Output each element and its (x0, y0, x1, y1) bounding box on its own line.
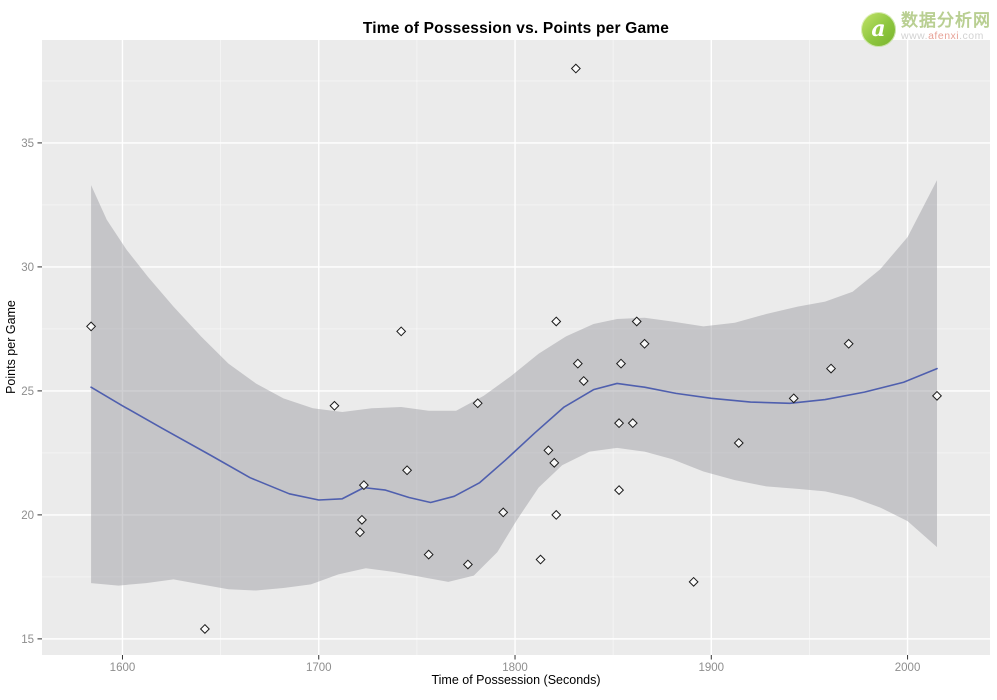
x-tick-label: 1700 (306, 662, 332, 674)
y-tick-label: 15 (21, 634, 34, 646)
data-point-marker (688, 576, 699, 587)
data-point-marker (639, 338, 650, 349)
logo-brand-text: 数据分析网 (901, 11, 991, 30)
data-point-marker (788, 393, 799, 404)
y-axis-title: Points per Game (4, 300, 18, 394)
chart-title: Time of Possession vs. Points per Game (362, 20, 670, 37)
data-point-marker (462, 559, 473, 570)
data-point-marker (614, 485, 625, 496)
data-point-marker (354, 527, 365, 538)
logo-letter: a (871, 15, 886, 42)
x-tick-label: 1800 (502, 662, 528, 674)
afenxi-logo-icon: a (861, 12, 896, 47)
y-tick-label: 20 (21, 510, 34, 522)
data-point-marker (329, 400, 340, 411)
data-point-marker (199, 623, 210, 634)
data-point-marker (356, 514, 367, 525)
data-point-marker (572, 358, 583, 369)
logo-text: 数据分析网 www.afenxi.com (901, 11, 991, 43)
afenxi-watermark: a 数据分析网 www.afenxi.com (861, 11, 991, 47)
data-point-marker (472, 398, 483, 409)
loess-line (90, 367, 938, 504)
data-point-marker (535, 554, 546, 565)
data-point-marker (498, 507, 509, 518)
data-point-marker (423, 549, 434, 560)
data-point-marker (551, 316, 562, 327)
data-point-marker (631, 316, 642, 327)
logo-url-suffix: .com (959, 29, 984, 42)
y-tick-label: 25 (21, 386, 34, 398)
x-axis-title: Time of Possession (Seconds) (431, 673, 601, 687)
x-tick-label: 1600 (110, 662, 136, 674)
x-tick-label: 1900 (698, 662, 724, 674)
data-point-marker (358, 480, 369, 491)
data-point-marker (627, 418, 638, 429)
data-point-marker (551, 509, 562, 520)
data-point-marker (733, 437, 744, 448)
data-point-marker (614, 418, 625, 429)
data-point-marker (826, 363, 837, 374)
data-point-marker (402, 465, 413, 476)
logo-url-text: www.afenxi.com (901, 29, 991, 43)
data-point-marker (578, 375, 589, 386)
y-tick-label: 35 (21, 138, 34, 150)
x-tick-label: 2000 (895, 662, 921, 674)
data-point-marker (843, 338, 854, 349)
data-point-marker (549, 457, 560, 468)
data-point-marker (396, 326, 407, 337)
logo-url-prefix: www. (901, 29, 929, 42)
data-point-marker (931, 390, 943, 401)
data-point-marker (570, 63, 581, 74)
logo-url-domain: afenxi (928, 29, 960, 42)
data-point-marker (615, 358, 627, 369)
data-point-marker (86, 321, 97, 332)
confidence-band (91, 180, 938, 591)
y-tick-label: 30 (21, 262, 34, 274)
data-point-marker (543, 445, 554, 456)
